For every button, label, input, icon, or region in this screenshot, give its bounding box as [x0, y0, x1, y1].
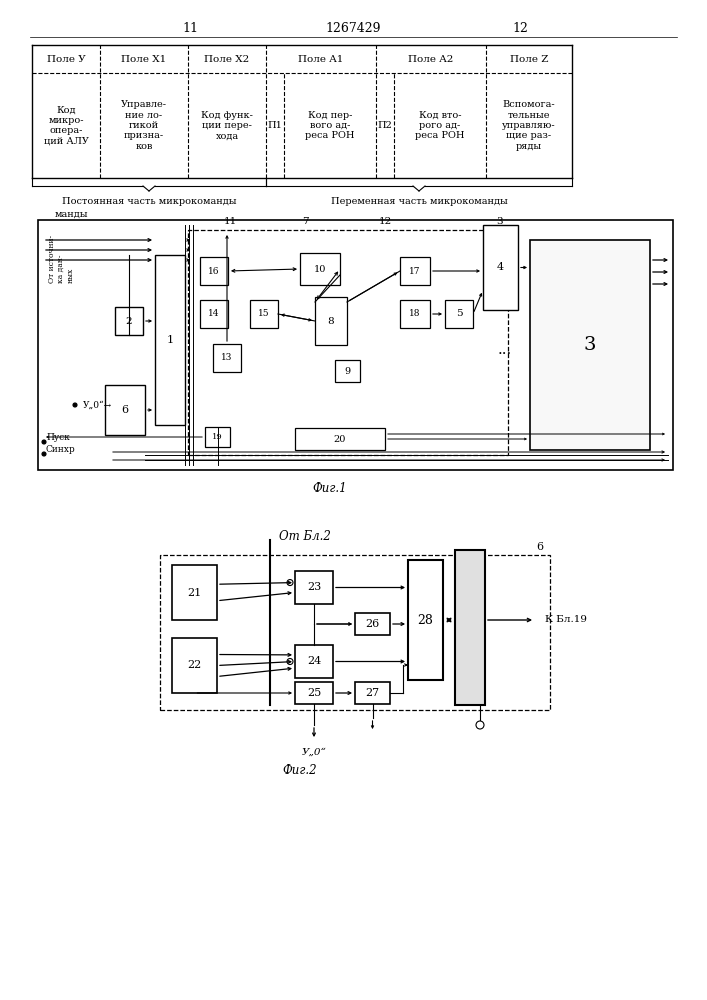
- Text: Фиг.1: Фиг.1: [312, 482, 347, 494]
- Text: Поле X2: Поле X2: [204, 54, 250, 64]
- Text: манды: манды: [55, 210, 88, 219]
- Bar: [400, 300, 430, 328]
- Text: 23: 23: [307, 582, 321, 592]
- Text: 11: 11: [182, 21, 198, 34]
- Text: 15: 15: [258, 310, 270, 318]
- Text: 22: 22: [187, 660, 201, 670]
- Text: Фиг.2: Фиг.2: [283, 764, 317, 776]
- Bar: [200, 300, 228, 328]
- Bar: [315, 297, 347, 345]
- Text: Код функ-
ции пере-
хода: Код функ- ции пере- хода: [201, 111, 253, 140]
- Bar: [530, 240, 650, 450]
- Text: 16: 16: [209, 266, 220, 275]
- Bar: [355, 682, 390, 704]
- Text: 1: 1: [166, 335, 173, 345]
- Text: Код
микро-
опера-
ций АЛУ: Код микро- опера- ций АЛУ: [44, 105, 88, 146]
- Bar: [408, 560, 443, 680]
- Bar: [355, 613, 390, 635]
- Text: К Бл.19: К Бл.19: [545, 615, 587, 624]
- Bar: [483, 225, 518, 310]
- Text: 6: 6: [537, 542, 544, 552]
- Text: 20: 20: [334, 434, 346, 444]
- Text: Пуск: Пуск: [46, 434, 70, 442]
- Text: 18: 18: [409, 310, 421, 318]
- Bar: [295, 645, 333, 678]
- Text: Поле Z: Поле Z: [510, 54, 548, 64]
- Text: У„0“: У„0“: [302, 748, 327, 756]
- Bar: [300, 253, 340, 285]
- Text: Поле У: Поле У: [47, 54, 86, 64]
- Bar: [250, 300, 278, 328]
- Text: Поле A1: Поле A1: [298, 54, 344, 64]
- Text: Вспомога-
тельные
управляю-
щие раз-
ряды: Вспомога- тельные управляю- щие раз- ряд…: [502, 100, 556, 151]
- Bar: [295, 571, 333, 604]
- Text: 14: 14: [209, 310, 220, 318]
- Bar: [205, 427, 230, 447]
- Text: П1: П1: [267, 121, 282, 130]
- Text: 4: 4: [497, 262, 504, 272]
- Bar: [200, 257, 228, 285]
- Text: 12: 12: [512, 21, 528, 34]
- Text: 3: 3: [584, 336, 596, 354]
- Bar: [455, 550, 485, 705]
- Text: 6: 6: [122, 405, 129, 415]
- Text: 13: 13: [221, 354, 233, 362]
- Text: П2: П2: [378, 121, 392, 130]
- Text: Переменная часть микрокоманды: Переменная часть микрокоманды: [331, 198, 508, 207]
- Bar: [172, 638, 217, 693]
- Text: 2: 2: [126, 316, 132, 326]
- Bar: [335, 360, 360, 382]
- Text: 25: 25: [307, 688, 321, 698]
- Text: 1267429: 1267429: [325, 21, 381, 34]
- Text: 27: 27: [366, 688, 380, 698]
- Bar: [155, 255, 185, 425]
- Bar: [295, 682, 333, 704]
- Text: 28: 28: [418, 613, 433, 626]
- Circle shape: [73, 403, 77, 407]
- Text: Синхр: Синхр: [46, 446, 76, 454]
- Text: 21: 21: [187, 587, 201, 597]
- Circle shape: [42, 452, 46, 456]
- Text: 26: 26: [366, 619, 380, 629]
- Text: 5: 5: [456, 310, 462, 318]
- Text: У„0“→: У„0“→: [83, 400, 112, 410]
- Text: Управле-
ние ло-
гикой
призна-
ков: Управле- ние ло- гикой призна- ков: [121, 100, 167, 151]
- Bar: [213, 344, 241, 372]
- Text: 24: 24: [307, 656, 321, 666]
- Text: 12: 12: [378, 218, 392, 227]
- Text: Код пер-
вого ад-
реса РОН: Код пер- вого ад- реса РОН: [305, 111, 355, 140]
- Text: Постоянная часть микрокоманды: Постоянная часть микрокоманды: [62, 198, 236, 207]
- Text: 7: 7: [302, 218, 308, 227]
- Bar: [105, 385, 145, 435]
- Text: 8: 8: [327, 316, 334, 326]
- Text: От источни-
ка дан-
ных: От источни- ка дан- ных: [48, 235, 74, 283]
- Text: ...: ...: [498, 343, 512, 357]
- Text: От Бл.2: От Бл.2: [279, 530, 331, 544]
- Text: 10: 10: [314, 264, 326, 273]
- Text: 17: 17: [409, 266, 421, 275]
- Text: 3: 3: [497, 218, 503, 227]
- Bar: [400, 257, 430, 285]
- Circle shape: [42, 440, 46, 444]
- Text: Поле X1: Поле X1: [122, 54, 167, 64]
- Text: 9: 9: [344, 366, 351, 375]
- Text: 19: 19: [212, 433, 223, 441]
- Bar: [295, 428, 385, 450]
- Text: 11: 11: [223, 218, 237, 227]
- Bar: [115, 307, 143, 335]
- Text: Поле A2: Поле A2: [409, 54, 454, 64]
- Text: Код вто-
рого ад-
реса РОН: Код вто- рого ад- реса РОН: [415, 111, 464, 140]
- Bar: [38, 220, 673, 470]
- Bar: [445, 300, 473, 328]
- Bar: [172, 565, 217, 620]
- Bar: [188, 230, 508, 455]
- Bar: [160, 555, 550, 710]
